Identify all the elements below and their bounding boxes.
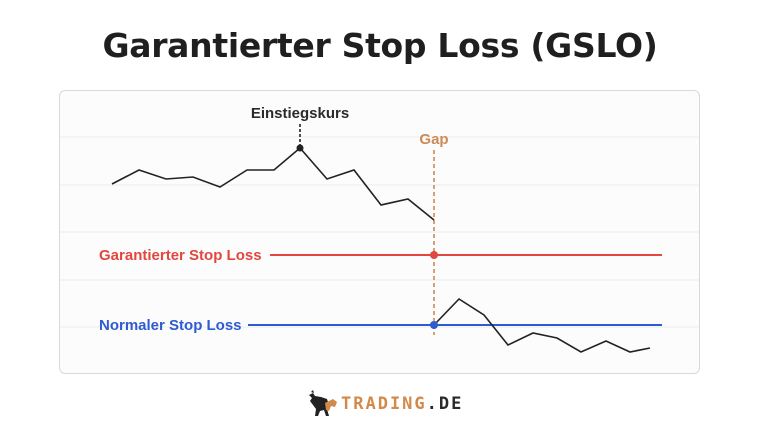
logo-text-trading: TRADING [341, 394, 427, 414]
normal-stop-point [430, 321, 438, 329]
price-line-after-gap [433, 297, 651, 353]
gap-label: Gap [419, 131, 448, 148]
logo-text-de: .DE [426, 394, 464, 414]
normal-stop-label: Normaler Stop Loss [99, 317, 242, 334]
bull-icon [309, 390, 337, 416]
guaranteed-stop-point [430, 251, 438, 259]
guaranteed-stop-label: Garantierter Stop Loss [99, 247, 262, 264]
entry-point [296, 144, 304, 152]
trading-de-logo: TRADING.DE [307, 389, 463, 419]
price-line-before-gap [111, 146, 435, 221]
entry-label: Einstiegskurs [251, 105, 349, 122]
page-title: Garantierter Stop Loss (GSLO) [102, 26, 658, 65]
grid-lines [60, 136, 699, 328]
